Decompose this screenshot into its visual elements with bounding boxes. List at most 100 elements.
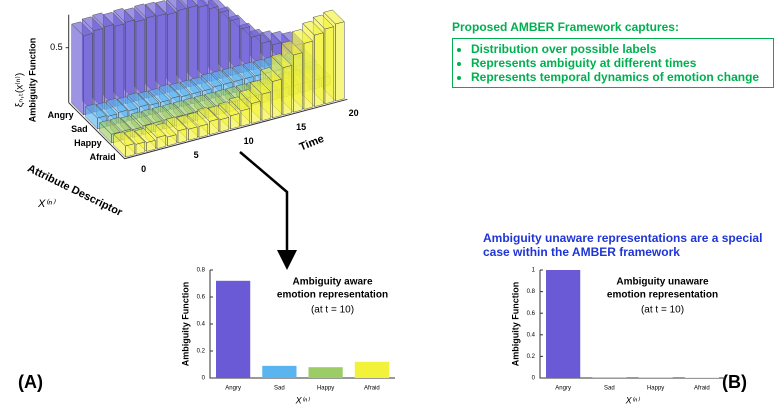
x-axis-label: X⁽ⁿ⁾ xyxy=(295,395,310,405)
bar xyxy=(216,280,251,378)
framework-title: Proposed AMBER Framework captures: xyxy=(452,20,679,34)
bar xyxy=(354,361,389,378)
bullet: Distribution over possible labels xyxy=(471,42,769,56)
y-tick-label: 1 xyxy=(532,268,536,274)
panel-label: (A) xyxy=(18,372,43,392)
bar-front xyxy=(188,126,198,141)
x-tick-label: 0 xyxy=(141,164,146,174)
category-label: Sad xyxy=(71,124,88,134)
y-axis-label: Ambiguity Function xyxy=(510,282,520,367)
bar xyxy=(592,377,627,378)
arrow xyxy=(239,151,297,270)
category-label: Angry xyxy=(48,110,74,120)
bar xyxy=(308,367,343,378)
bar-front xyxy=(230,113,240,130)
bar-front xyxy=(167,11,177,93)
y-tick-label: 0 xyxy=(532,376,536,382)
z-axis-label: Ambiguity Function xyxy=(27,38,37,123)
bar xyxy=(71,21,93,116)
bar-front xyxy=(83,33,93,116)
framework-box: Proposed AMBER Framework captures: Distr… xyxy=(452,20,774,88)
bar-front xyxy=(135,141,146,155)
bar-side xyxy=(71,23,84,116)
bar-front xyxy=(146,15,156,99)
bar-front xyxy=(198,123,209,138)
x-tick-label: Angry xyxy=(225,386,241,392)
annotation: emotion representation xyxy=(607,290,718,301)
panel-label: (B) xyxy=(722,372,747,392)
z-tick-label: 0.5 xyxy=(50,42,63,52)
axis xyxy=(68,98,348,160)
bullet: Represents temporal dynamics of emotion … xyxy=(471,70,769,84)
y-tick-label: 0 xyxy=(202,376,206,382)
bar-front xyxy=(251,100,261,124)
x-tick-label: Happy xyxy=(317,386,334,392)
bullet: Represents ambiguity at different times xyxy=(471,56,769,70)
category-label: Happy xyxy=(74,138,102,148)
x-tick-label: 20 xyxy=(349,108,359,118)
bar-front xyxy=(209,6,219,82)
bar-front xyxy=(156,13,167,96)
bullet-list: Distribution over possible labels Repres… xyxy=(452,38,774,88)
annotation-note: (at t = 10) xyxy=(641,305,684,316)
x-tick-label: Happy xyxy=(647,386,664,392)
y-axis-label: Ambiguity Function xyxy=(180,282,190,367)
bar-front xyxy=(335,21,345,102)
x-tick-label: 5 xyxy=(194,150,199,160)
bar-front xyxy=(125,143,135,158)
bar-front xyxy=(261,91,272,121)
bar-front xyxy=(282,65,293,116)
y-tick-label: 0.2 xyxy=(197,349,206,355)
x-axis-label: Time xyxy=(298,133,326,154)
x-tick-label: Sad xyxy=(604,386,615,392)
bar-front xyxy=(125,19,135,105)
unaware-note: Ambiguity unaware representations are a … xyxy=(483,231,763,259)
bar-front xyxy=(314,32,324,107)
annotation: Ambiguity aware xyxy=(292,277,372,288)
x-tick-label: 15 xyxy=(296,122,306,132)
z-axis-label: ξₙ,ₜ(x⁽ⁿ⁾) xyxy=(15,73,26,107)
bar-front xyxy=(156,134,167,149)
bar-front xyxy=(240,108,251,127)
annotation: emotion representation xyxy=(277,290,388,301)
bar-front xyxy=(177,7,188,91)
x-tick-label: Afraid xyxy=(364,386,380,392)
y-tick-label: 0.2 xyxy=(527,354,536,360)
annotation-note: (at t = 10) xyxy=(311,305,354,316)
bar-front xyxy=(177,128,188,144)
y-tick-label: 0.8 xyxy=(197,268,206,274)
x-tick-label: Angry xyxy=(555,386,571,392)
bar-front xyxy=(188,5,198,88)
bar-front xyxy=(135,19,146,102)
annotation: Ambiguity unaware xyxy=(616,277,709,288)
bar-front xyxy=(303,40,314,110)
bar-front xyxy=(146,139,156,152)
bar xyxy=(684,377,719,378)
x-axis-label: X⁽ⁿ⁾ xyxy=(625,395,640,405)
bar-front xyxy=(209,118,219,135)
bar-front xyxy=(93,28,104,113)
y-tick-label: 0.8 xyxy=(527,289,536,295)
bar-front xyxy=(114,23,125,107)
bar-front xyxy=(293,52,303,113)
y-symbol: X⁽ⁿ⁾ xyxy=(37,198,56,210)
x-tick-label: Afraid xyxy=(694,386,710,392)
bar-front xyxy=(104,24,114,110)
x-tick-label: Sad xyxy=(274,386,285,392)
bar xyxy=(113,131,135,158)
x-tick-label: 10 xyxy=(244,136,254,146)
bar xyxy=(262,365,297,378)
y-tick-label: 0.4 xyxy=(527,332,536,338)
y-tick-label: 0.4 xyxy=(197,322,206,328)
y-tick-label: 0.6 xyxy=(197,295,206,301)
bar-front xyxy=(324,26,335,105)
y-tick-label: 0.6 xyxy=(527,311,536,317)
bar-front xyxy=(198,4,209,85)
bar xyxy=(638,377,673,378)
y-axis-label: Attribute Descriptor xyxy=(25,163,124,220)
category-label: Afraid xyxy=(90,152,116,162)
bar-front xyxy=(167,134,177,147)
bar-front xyxy=(272,78,282,119)
